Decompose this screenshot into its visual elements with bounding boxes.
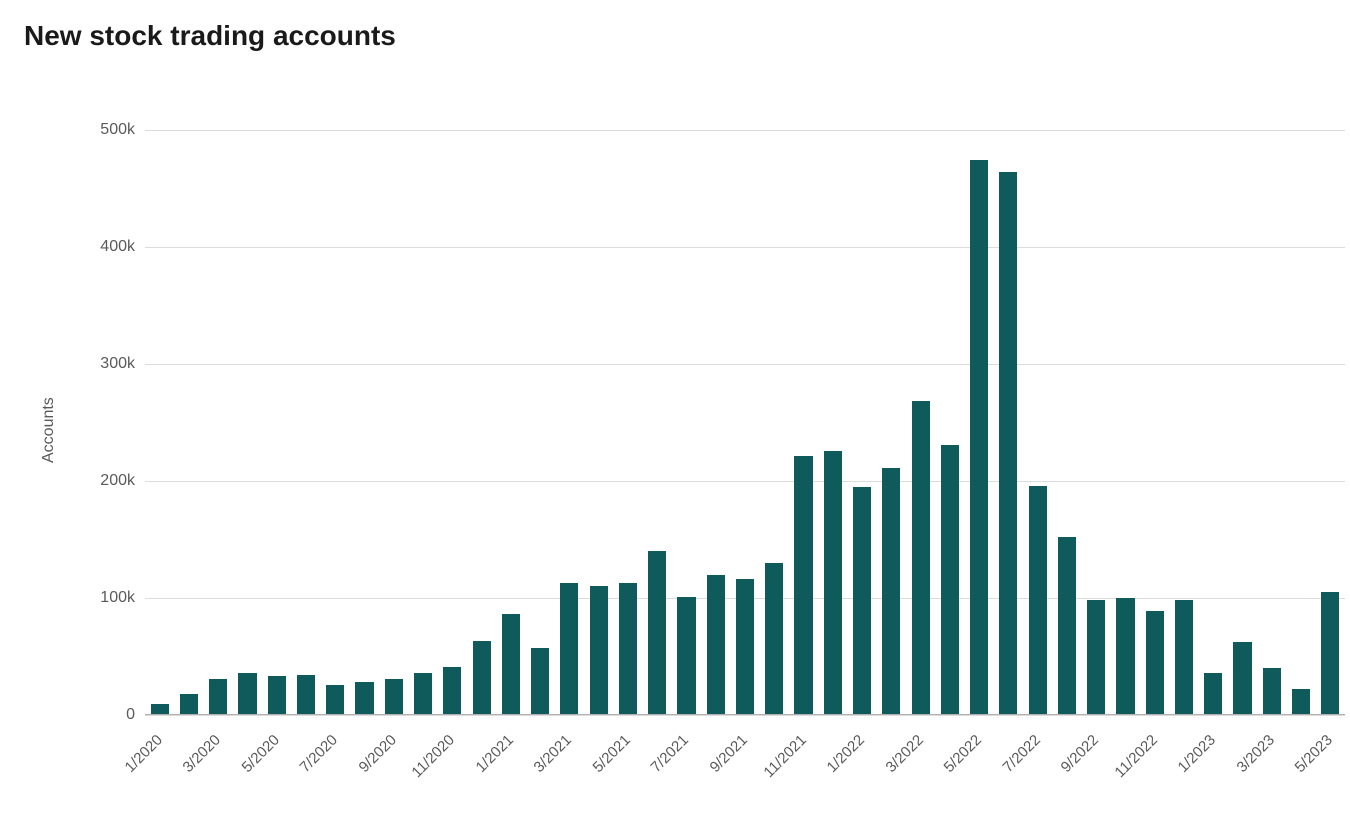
bar [1233,642,1251,715]
bar [414,673,432,715]
y-tick-label: 300k [75,355,135,373]
gridline [145,247,1345,248]
bar [941,445,959,715]
bar [443,667,461,715]
bar [326,685,344,715]
bar [765,563,783,715]
bar [1204,673,1222,715]
bar [707,575,725,715]
bar [1292,689,1310,715]
y-axis-label: Accounts [40,397,58,463]
bar [209,679,227,715]
bar [473,641,491,715]
bar [1116,598,1134,715]
y-tick-label: 400k [75,238,135,256]
bar [1087,600,1105,715]
bar [297,675,315,715]
chart-title: New stock trading accounts [24,20,1330,52]
bar [794,456,812,715]
bar [999,172,1017,715]
bar [502,614,520,715]
bar [1146,611,1164,715]
gridline [145,715,1345,716]
bar [1263,668,1281,715]
x-axis-baseline [145,714,1345,715]
y-tick-label: 200k [75,472,135,490]
bar [268,676,286,715]
bar [1029,486,1047,715]
bar [882,468,900,715]
bar [619,583,637,715]
gridline [145,481,1345,482]
bar [677,597,695,715]
bar [1175,600,1193,715]
y-tick-label: 100k [75,589,135,607]
bar [355,682,373,715]
gridline [145,130,1345,131]
bar [853,487,871,715]
bar [590,586,608,715]
bar [736,579,754,715]
gridline [145,364,1345,365]
bar [824,451,842,715]
y-tick-label: 0 [75,706,135,724]
bar [560,583,578,715]
bar [970,160,988,715]
bar [385,679,403,715]
bar [1321,592,1339,715]
bar [180,694,198,715]
bar [238,673,256,715]
bar [1058,537,1076,715]
y-tick-label: 500k [75,121,135,139]
bar [531,648,549,715]
plot-area: 0100k200k300k400k500k1/20203/20205/20207… [145,130,1345,715]
bar [648,551,666,715]
bar [912,401,930,715]
